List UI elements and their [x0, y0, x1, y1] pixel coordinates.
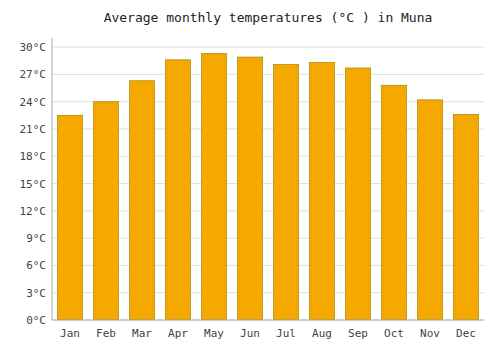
- x-tick-label: May: [204, 327, 224, 340]
- bar: [129, 81, 154, 320]
- bar: [93, 102, 118, 320]
- y-tick-label: 12°C: [20, 205, 47, 218]
- x-tick-label: Sep: [348, 327, 368, 340]
- bar: [237, 57, 262, 320]
- grid: [52, 47, 484, 320]
- bar: [345, 68, 370, 320]
- grid-line: [52, 320, 484, 321]
- y-tick-label: 24°C: [20, 96, 47, 109]
- grid-line: [52, 47, 484, 48]
- x-tick-label: Jan: [60, 327, 80, 340]
- y-tick-label: 15°C: [20, 178, 47, 191]
- bar: [417, 100, 442, 320]
- x-tick-label: Oct: [384, 327, 404, 340]
- grid-line: [52, 74, 484, 75]
- bar: [201, 53, 226, 320]
- bar: [453, 114, 478, 320]
- x-tick-label: Aug: [312, 327, 332, 340]
- bar: [273, 64, 298, 320]
- x-tick-label: Jul: [276, 327, 296, 340]
- y-tick-label: 21°C: [20, 123, 47, 136]
- y-tick-label: 27°C: [20, 68, 47, 81]
- x-tick-label: Apr: [168, 327, 188, 340]
- y-tick-label: 6°C: [26, 259, 46, 272]
- y-tick-label: 30°C: [20, 41, 47, 54]
- chart: Average monthly temperatures (°C ) in Mu…: [0, 0, 500, 350]
- y-tick-label: 3°C: [26, 287, 46, 300]
- y-tick-label: 0°C: [26, 314, 46, 327]
- x-tick-label: Jun: [240, 327, 260, 340]
- y-tick-label: 18°C: [20, 150, 47, 163]
- bar: [381, 85, 406, 320]
- x-tick-label: Feb: [96, 327, 116, 340]
- bar: [309, 63, 334, 320]
- bar: [165, 60, 190, 320]
- title: Average monthly temperatures (°C ) in Mu…: [104, 10, 433, 25]
- x-axis-line: [52, 320, 484, 321]
- y-axis-line: [52, 38, 53, 320]
- bar: [57, 115, 82, 320]
- bars: [57, 53, 478, 320]
- y-tick-label: 9°C: [26, 232, 46, 245]
- x-tick-label: Nov: [420, 327, 440, 340]
- x-tick-label: Mar: [132, 327, 152, 340]
- x-tick-label: Dec: [456, 327, 476, 340]
